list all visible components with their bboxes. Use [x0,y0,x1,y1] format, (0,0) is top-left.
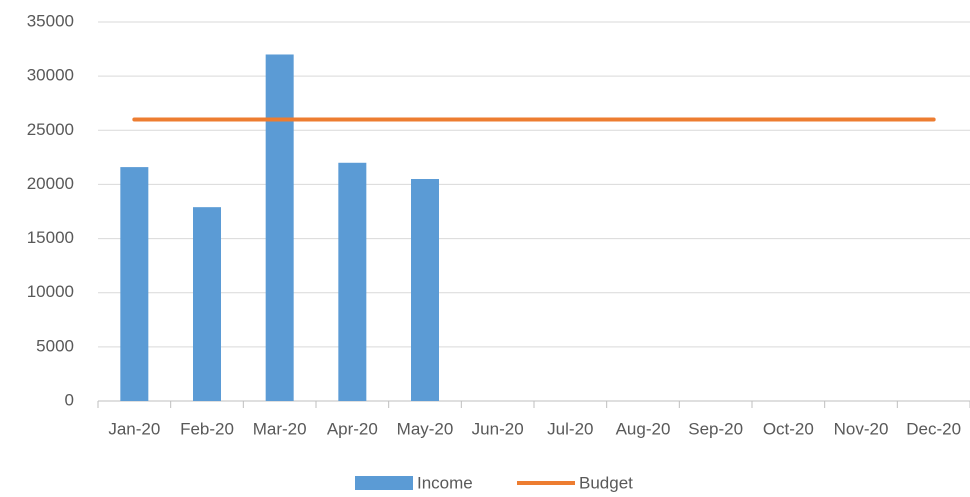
legend-label: Budget [579,473,633,492]
bar [265,54,294,401]
y-tick-label: 15000 [27,228,74,247]
y-tick-label: 35000 [27,11,74,30]
y-tick-label: 5000 [36,336,74,355]
y-tick-label: 10000 [27,282,74,301]
x-tick-label: Dec-20 [906,419,961,438]
bar [411,179,439,401]
x-tick-label: Sep-20 [688,419,743,438]
y-tick-label: 0 [65,390,74,409]
x-tick-label: Oct-20 [763,419,814,438]
x-tick-label: Apr-20 [327,419,378,438]
x-tick-label: Aug-20 [616,419,671,438]
x-tick-label: Jun-20 [472,419,524,438]
x-tick-label: Jul-20 [547,419,593,438]
y-tick-label: 20000 [27,174,74,193]
bar [120,167,149,401]
y-tick-label: 25000 [27,120,74,139]
x-tick-label: Nov-20 [834,419,889,438]
bar [193,207,221,401]
legend-swatch [355,476,413,490]
y-tick-label: 30000 [27,66,74,85]
x-tick-label: Jan-20 [108,419,160,438]
bar [338,162,367,401]
legend-label: Income [417,473,473,492]
x-tick-label: Mar-20 [253,419,307,438]
x-tick-label: Feb-20 [180,419,234,438]
x-tick-label: May-20 [397,419,454,438]
